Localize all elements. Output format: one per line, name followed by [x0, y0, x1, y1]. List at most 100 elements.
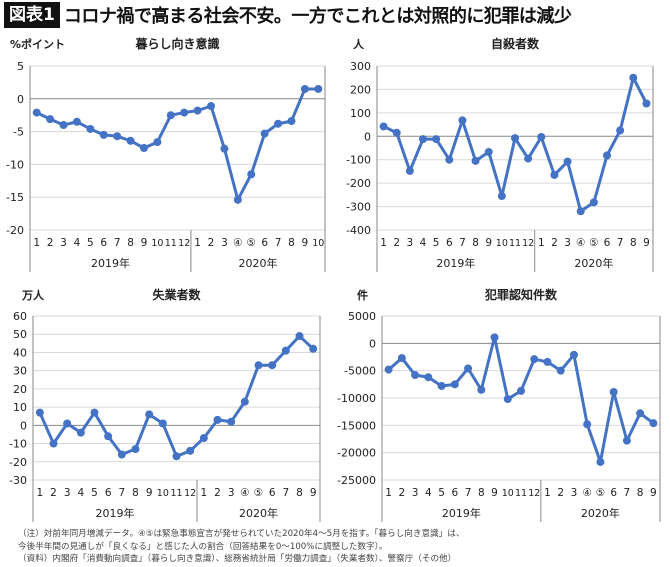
- x-tick-label: 12: [528, 488, 540, 499]
- x-tick-label: ④: [233, 237, 242, 249]
- x-tick-label: 3: [64, 487, 71, 499]
- year-label: 2020年: [574, 256, 613, 270]
- x-tick-label: 1: [380, 237, 387, 249]
- x-tick-label: 1: [194, 237, 201, 249]
- x-tick-label: 5: [91, 487, 98, 499]
- x-tick-label: 10: [496, 238, 508, 249]
- x-tick-label: 8: [296, 487, 303, 499]
- x-tick-label: 9: [491, 487, 498, 499]
- y-tick-label: -25000: [337, 474, 376, 487]
- data-point: [464, 364, 473, 373]
- data-point: [411, 371, 420, 380]
- data-point: [59, 121, 68, 130]
- data-point: [583, 420, 592, 429]
- x-tick-label: 12: [178, 238, 190, 249]
- y-tick-label: 20: [13, 383, 27, 396]
- data-point: [622, 436, 631, 445]
- y-tick-label: 60: [13, 310, 27, 323]
- x-tick-label: 11: [170, 488, 182, 499]
- data-point: [379, 122, 388, 131]
- y-tick-label: 50: [13, 328, 27, 341]
- data-point: [240, 397, 249, 406]
- data-point: [419, 135, 427, 144]
- y-tick-label: 40: [13, 346, 27, 359]
- data-point: [131, 445, 140, 454]
- data-point: [274, 119, 283, 128]
- year-label: 2019年: [436, 256, 475, 270]
- x-tick-label: 6: [100, 237, 107, 249]
- y-tick-label: -20000: [337, 447, 376, 460]
- year-label: 2019年: [96, 506, 135, 520]
- data-point: [550, 170, 559, 179]
- x-tick-label: 3: [412, 487, 419, 499]
- data-point: [649, 419, 658, 428]
- data-point: [117, 450, 126, 459]
- x-tick-label: 4: [425, 487, 432, 499]
- data-point: [503, 395, 512, 404]
- data-point: [497, 192, 506, 201]
- y-tick-label: -20: [6, 224, 24, 237]
- data-point: [484, 147, 493, 156]
- data-point: [90, 408, 99, 417]
- y-tick-label: -15: [6, 191, 24, 204]
- y-tick-label: -300: [346, 201, 371, 214]
- y-tick-label: 0: [369, 337, 376, 350]
- x-tick-label: 9: [485, 237, 492, 249]
- x-tick-label: 2: [399, 487, 406, 499]
- x-tick-label: 9: [146, 487, 153, 499]
- data-point: [145, 410, 154, 419]
- y-tick-label: -5000: [344, 365, 376, 378]
- x-tick-label: 6: [261, 237, 268, 249]
- title-bar: 図表1 コロナ禍で高まる社会不安。一方でこれとは対照的に犯罪は減少: [0, 0, 670, 30]
- x-tick-label: 3: [228, 487, 235, 499]
- data-point: [126, 136, 135, 145]
- y-tick-label: -10: [6, 158, 24, 171]
- x-tick-label: 10: [151, 238, 163, 249]
- data-point: [180, 108, 189, 117]
- chart-title: 暮らし向き意識: [134, 36, 219, 51]
- data-point: [517, 386, 525, 395]
- note-line: 今後半年間の見通しが「良くなる」と感じた人の割合（回答結果を0〜100%に調整し…: [18, 541, 388, 552]
- y-tick-label: 0: [20, 419, 27, 432]
- data-point: [471, 156, 480, 165]
- y-tick-label: 300: [350, 60, 371, 73]
- data-point: [458, 116, 467, 125]
- y-tick-label: -10000: [337, 392, 376, 405]
- x-tick-label: 5: [433, 237, 440, 249]
- x-tick-label: 3: [60, 237, 67, 249]
- data-point: [596, 457, 605, 466]
- data-point: [477, 385, 486, 394]
- data-point: [172, 452, 181, 461]
- x-tick-label: 6: [269, 487, 276, 499]
- data-point: [233, 195, 242, 204]
- data-point: [186, 446, 195, 455]
- data-point: [309, 344, 318, 353]
- note-line: （注）対前年同月増減データ。④⑤は緊急事態宣言が発せられていた2020年4〜5月…: [18, 529, 465, 539]
- x-tick-label: 6: [604, 237, 611, 249]
- x-tick-label: 3: [221, 237, 228, 249]
- y-tick-label: -200: [346, 177, 371, 190]
- y-tick-label: -15000: [337, 419, 376, 432]
- y-tick-label: 5000: [348, 310, 376, 323]
- data-point: [268, 361, 277, 370]
- data-point: [616, 126, 625, 135]
- x-tick-label: 1: [200, 487, 207, 499]
- data-point: [642, 99, 651, 108]
- data-point: [35, 408, 44, 417]
- chart-title: 自殺者数: [491, 36, 540, 51]
- data-point: [32, 108, 41, 117]
- x-tick-label: 8: [478, 487, 485, 499]
- y-tick-label: 100: [350, 107, 371, 120]
- data-point: [556, 366, 565, 375]
- x-tick-label: 7: [275, 237, 282, 249]
- x-tick-label: 11: [515, 488, 527, 499]
- series-line: [38, 334, 315, 458]
- y-tick-label: -400: [346, 224, 371, 237]
- data-point: [524, 154, 533, 163]
- year-label: 2020年: [238, 256, 277, 270]
- chart-title: 犯罪認知件数: [484, 287, 558, 302]
- x-tick-label: 10: [157, 488, 169, 499]
- data-point: [193, 106, 202, 115]
- series-line: [382, 76, 648, 213]
- data-point: [490, 333, 499, 342]
